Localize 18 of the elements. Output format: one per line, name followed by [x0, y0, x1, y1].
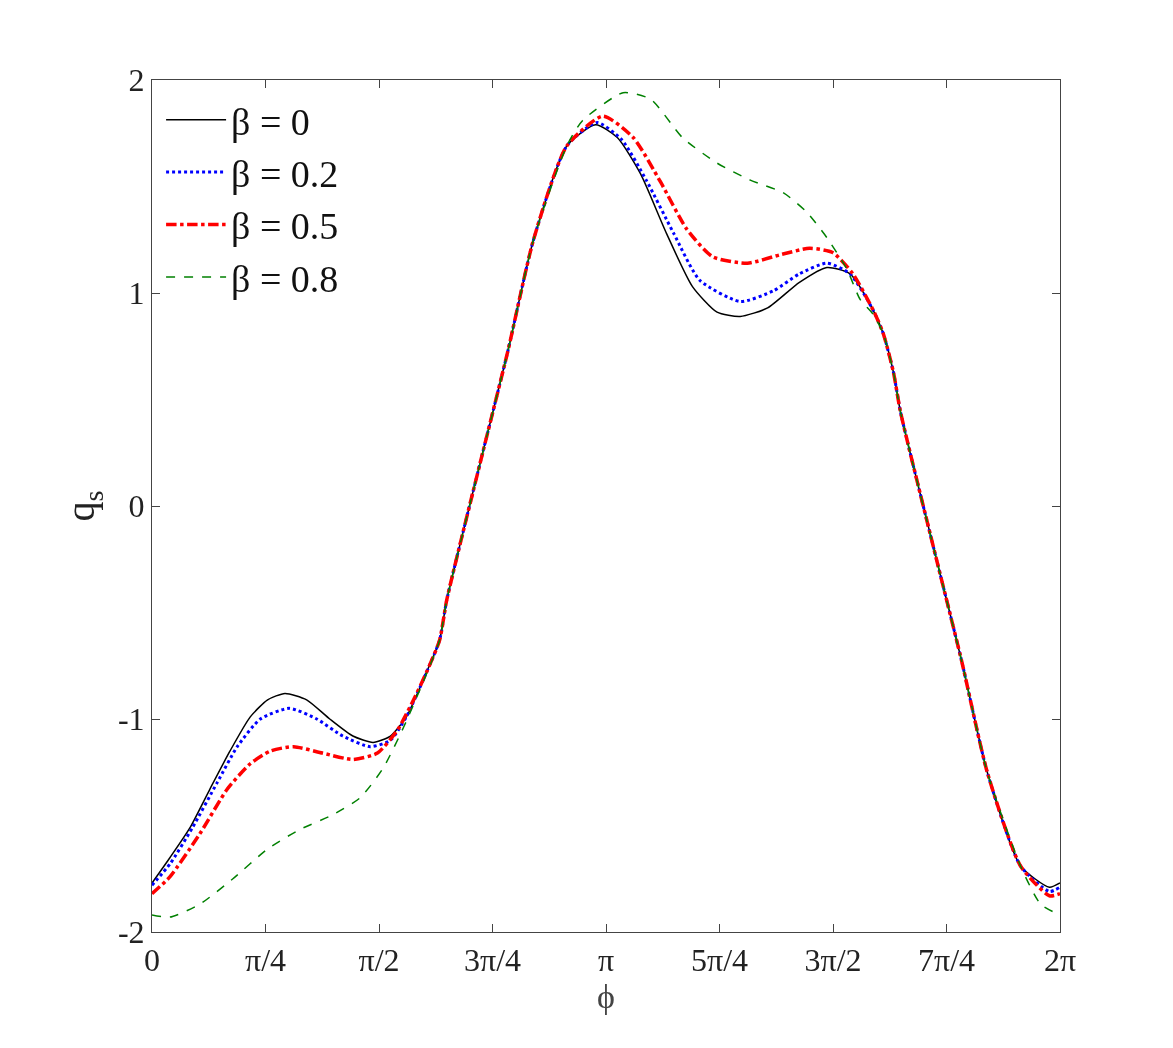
x-tick-label: 3π/2 — [804, 942, 862, 979]
legend-label: β = 0.2 — [231, 152, 339, 195]
legend-label: β = 0.5 — [231, 205, 339, 248]
x-tick-label: 2π — [1043, 942, 1077, 979]
x-tick-label: 3π/4 — [463, 942, 522, 979]
y-tick-label: 1 — [128, 275, 145, 312]
x-tick-label: π — [597, 942, 615, 979]
x-tick-label: 5π/4 — [690, 942, 749, 979]
y-tick-label: -2 — [117, 914, 145, 951]
y-tick-label: 0 — [128, 488, 145, 525]
x-tick-label: π/4 — [244, 942, 287, 979]
y-tick-label: 2 — [128, 62, 145, 99]
x-axis-title: ϕ — [597, 978, 615, 1016]
legend-label: β = 0.8 — [231, 257, 339, 300]
x-tick-label: π/2 — [358, 942, 400, 979]
legend-label: β = 0 — [231, 100, 310, 143]
x-tick-label: 7π/4 — [917, 942, 976, 979]
y-tick-label: -1 — [117, 701, 145, 738]
